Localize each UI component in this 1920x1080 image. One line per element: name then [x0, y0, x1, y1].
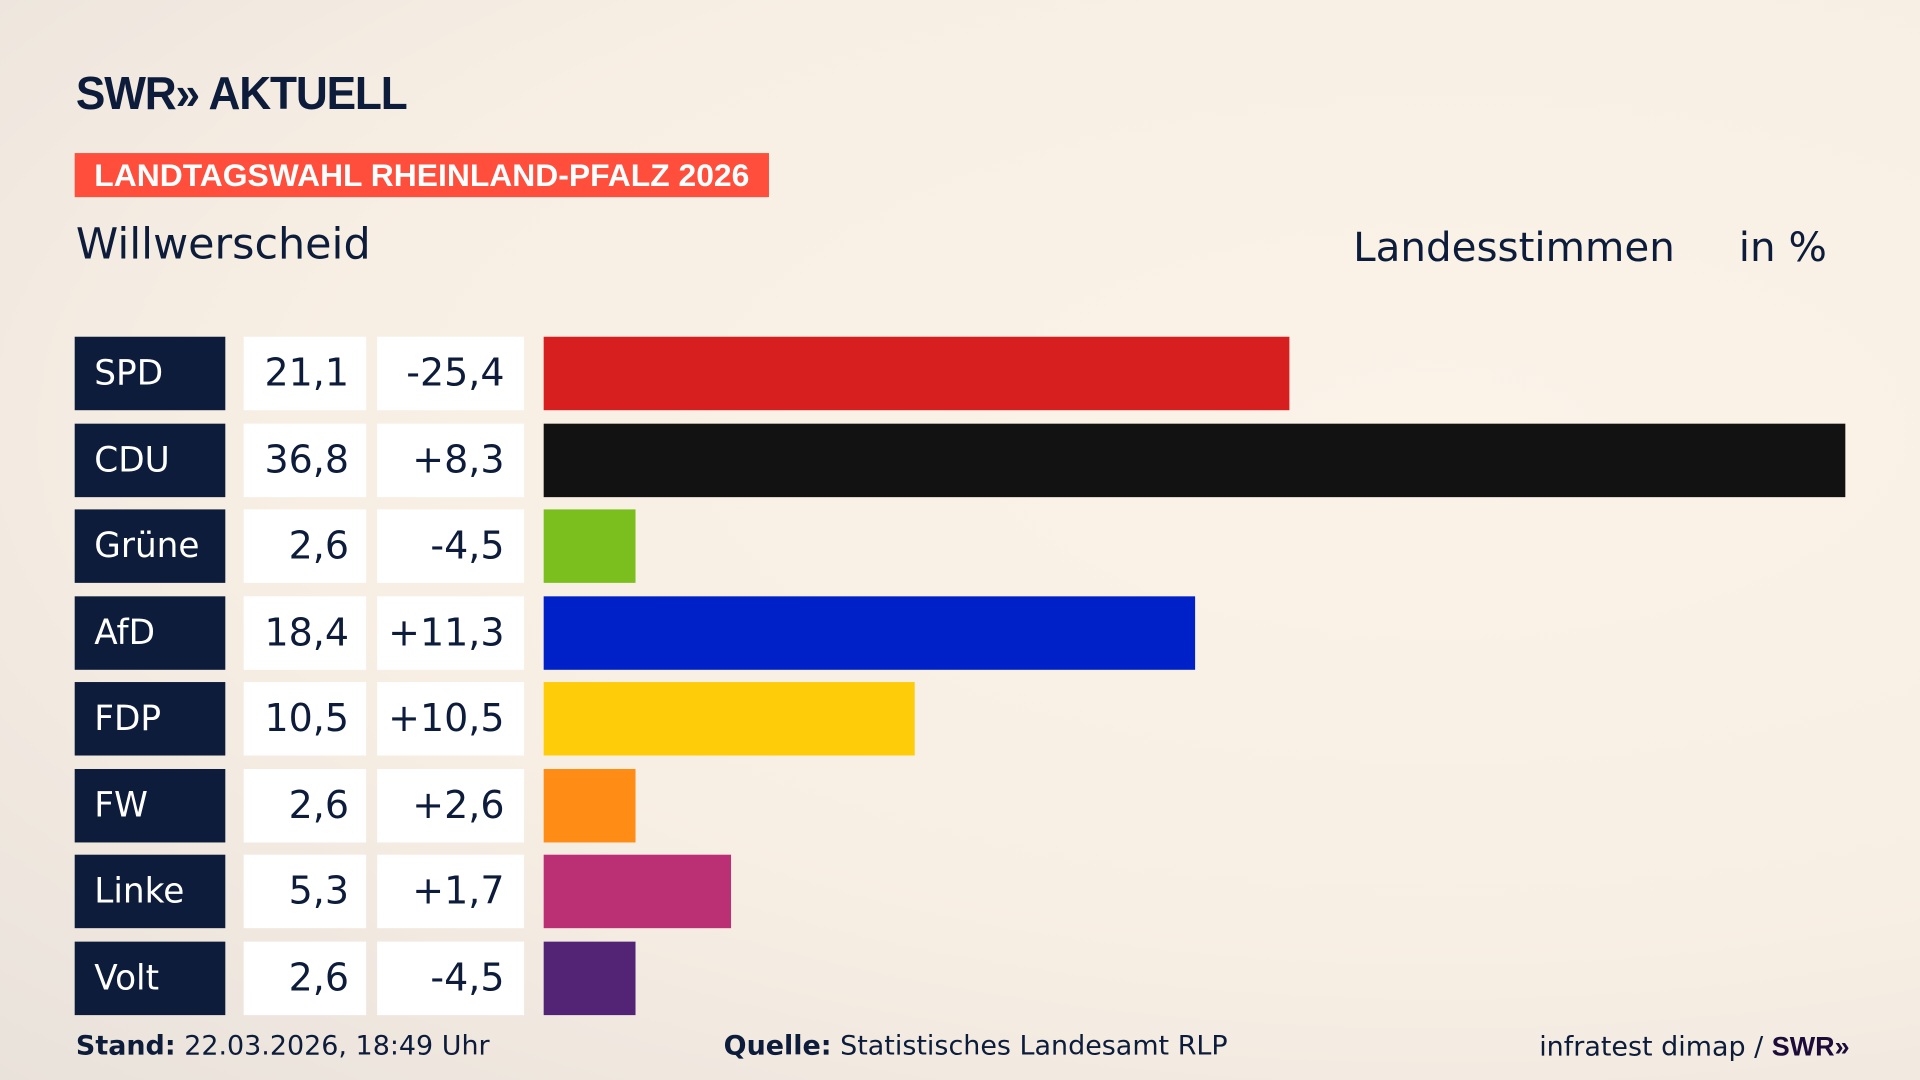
swr-aktuell-logo: SWR» AKTUELL — [75, 68, 408, 121]
party-diff: +11,3 — [377, 595, 525, 670]
party-row: AfD 18,4 +11,3 — [0, 595, 1920, 670]
party-name: SPD — [74, 336, 226, 411]
election-banner: LANDTAGSWAHL RHEINLAND-PFALZ 2026 — [74, 153, 769, 198]
party-value: 5,3 — [243, 854, 367, 929]
party-bar — [543, 768, 636, 842]
party-bar — [543, 423, 1846, 497]
party-row: Grüne 2,6 -4,5 — [0, 509, 1920, 583]
party-name: AfD — [74, 595, 226, 670]
party-diff: +2,6 — [377, 768, 525, 842]
party-name: Linke — [74, 854, 226, 929]
swr-logo: SWR» — [1771, 1031, 1850, 1062]
party-name: CDU — [74, 423, 226, 497]
party-bar — [543, 509, 636, 583]
party-value: 10,5 — [243, 682, 367, 756]
party-value: 2,6 — [243, 941, 367, 1015]
party-bar — [543, 336, 1290, 411]
party-diff: +1,7 — [377, 854, 525, 929]
party-row: Linke 5,3 +1,7 — [0, 854, 1920, 929]
stand: Stand: 22.03.2026, 18:49 Uhr — [75, 1031, 490, 1062]
party-name: Grüne — [74, 509, 226, 583]
party-bar — [543, 595, 1195, 670]
party-diff: -4,5 — [377, 509, 525, 583]
party-diff: +10,5 — [377, 682, 525, 756]
party-name: FW — [74, 768, 226, 842]
party-value: 2,6 — [243, 509, 367, 583]
party-value: 36,8 — [243, 423, 367, 497]
party-value: 18,4 — [243, 595, 367, 670]
credit: infratest dimap / SWR» — [1539, 1031, 1850, 1063]
party-row: Volt 2,6 -4,5 — [0, 941, 1920, 1015]
place-title: Willwerscheid — [75, 220, 371, 270]
party-value: 2,6 — [243, 768, 367, 842]
party-diff: -25,4 — [377, 336, 525, 411]
party-row: FDP 10,5 +10,5 — [0, 682, 1920, 756]
vote-type-label: Landesstimmen — [1353, 222, 1675, 271]
party-diff: -4,5 — [377, 941, 525, 1015]
party-bar — [543, 682, 916, 756]
party-value: 21,1 — [243, 336, 367, 411]
party-row: CDU 36,8 +8,3 — [0, 423, 1920, 497]
party-row: SPD 21,1 -25,4 — [0, 336, 1920, 411]
party-bar — [543, 854, 732, 929]
unit-label: in % — [1738, 222, 1827, 271]
party-bar — [543, 941, 636, 1015]
party-name: Volt — [74, 941, 226, 1015]
party-name: FDP — [74, 682, 226, 756]
party-diff: +8,3 — [377, 423, 525, 497]
party-row: FW 2,6 +2,6 — [0, 768, 1920, 842]
source: Quelle: Statistisches Landesamt RLP — [723, 1031, 1228, 1062]
